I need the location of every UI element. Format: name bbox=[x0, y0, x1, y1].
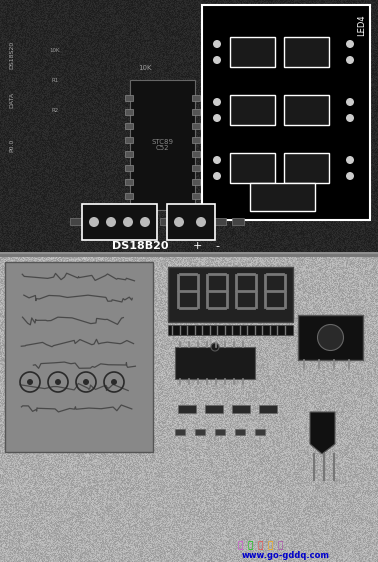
Text: DS18S20: DS18S20 bbox=[9, 41, 14, 69]
Circle shape bbox=[211, 343, 219, 351]
Text: DS18B20: DS18B20 bbox=[112, 241, 168, 251]
Bar bbox=[298, 315, 363, 360]
Bar bbox=[178, 218, 190, 225]
Text: 网: 网 bbox=[278, 542, 284, 551]
Bar bbox=[125, 151, 133, 157]
Circle shape bbox=[123, 217, 133, 227]
Bar bbox=[130, 80, 195, 210]
Text: LED4: LED4 bbox=[358, 14, 367, 36]
Circle shape bbox=[174, 217, 184, 227]
Text: +: + bbox=[192, 241, 202, 251]
Text: 器: 器 bbox=[268, 542, 273, 551]
Circle shape bbox=[106, 217, 116, 227]
Circle shape bbox=[213, 40, 221, 48]
Bar bbox=[125, 95, 133, 101]
Circle shape bbox=[346, 40, 354, 48]
Bar bbox=[250, 183, 315, 211]
Circle shape bbox=[346, 172, 354, 180]
Bar bbox=[205, 405, 223, 413]
Text: DATA: DATA bbox=[9, 92, 14, 108]
Bar bbox=[196, 218, 208, 225]
Text: 10K: 10K bbox=[50, 48, 60, 52]
Bar bbox=[125, 137, 133, 143]
Text: 广: 广 bbox=[238, 542, 243, 551]
Text: STC89
C52: STC89 C52 bbox=[152, 138, 174, 152]
Circle shape bbox=[346, 114, 354, 122]
Circle shape bbox=[213, 114, 221, 122]
Text: 电: 电 bbox=[248, 542, 253, 551]
Bar bbox=[125, 109, 133, 115]
Polygon shape bbox=[310, 412, 335, 454]
Circle shape bbox=[346, 156, 354, 164]
Circle shape bbox=[55, 379, 61, 385]
Bar bbox=[168, 325, 293, 335]
Bar bbox=[232, 218, 244, 225]
Bar bbox=[175, 429, 185, 435]
Bar bbox=[106, 218, 118, 225]
Bar bbox=[192, 109, 200, 115]
Circle shape bbox=[318, 324, 344, 351]
Bar bbox=[230, 95, 275, 125]
Bar bbox=[202, 5, 370, 220]
Bar bbox=[160, 218, 172, 225]
Text: www.go-gddq.com: www.go-gddq.com bbox=[242, 551, 330, 560]
Bar bbox=[192, 123, 200, 129]
Bar bbox=[125, 193, 133, 199]
Circle shape bbox=[140, 217, 150, 227]
Circle shape bbox=[27, 379, 33, 385]
Circle shape bbox=[213, 98, 221, 106]
Bar bbox=[142, 218, 154, 225]
Bar bbox=[195, 429, 205, 435]
Bar bbox=[192, 193, 200, 199]
Bar bbox=[192, 179, 200, 185]
Bar bbox=[192, 137, 200, 143]
Bar bbox=[125, 179, 133, 185]
Text: R2: R2 bbox=[51, 107, 59, 112]
Bar bbox=[0, 0, 378, 252]
Bar bbox=[70, 218, 82, 225]
Bar bbox=[192, 165, 200, 171]
Circle shape bbox=[213, 172, 221, 180]
Text: -: - bbox=[215, 241, 219, 251]
Circle shape bbox=[346, 98, 354, 106]
Circle shape bbox=[83, 379, 89, 385]
Bar bbox=[192, 151, 200, 157]
Bar bbox=[82, 204, 157, 240]
Bar bbox=[88, 218, 100, 225]
Circle shape bbox=[346, 56, 354, 64]
Circle shape bbox=[213, 56, 221, 64]
Circle shape bbox=[213, 156, 221, 164]
Bar bbox=[230, 37, 275, 67]
Bar bbox=[284, 95, 329, 125]
Text: 10K: 10K bbox=[138, 65, 151, 71]
Bar bbox=[259, 405, 277, 413]
Bar bbox=[168, 267, 293, 322]
Bar bbox=[192, 95, 200, 101]
Circle shape bbox=[111, 379, 117, 385]
Circle shape bbox=[196, 217, 206, 227]
Bar bbox=[214, 218, 226, 225]
Bar bbox=[284, 153, 329, 183]
Bar bbox=[215, 429, 225, 435]
Bar bbox=[255, 429, 265, 435]
Bar bbox=[124, 218, 136, 225]
Bar bbox=[167, 204, 215, 240]
Text: 电: 电 bbox=[258, 542, 263, 551]
Bar bbox=[235, 429, 245, 435]
Bar bbox=[175, 347, 255, 379]
Bar bbox=[5, 262, 153, 452]
Bar bbox=[284, 37, 329, 67]
Bar bbox=[230, 153, 275, 183]
Circle shape bbox=[89, 217, 99, 227]
Text: R1: R1 bbox=[51, 78, 59, 83]
Bar bbox=[232, 405, 250, 413]
Bar bbox=[0, 257, 378, 562]
Bar bbox=[125, 123, 133, 129]
Bar bbox=[125, 165, 133, 171]
Text: P0.0: P0.0 bbox=[9, 138, 14, 152]
Bar bbox=[178, 405, 196, 413]
